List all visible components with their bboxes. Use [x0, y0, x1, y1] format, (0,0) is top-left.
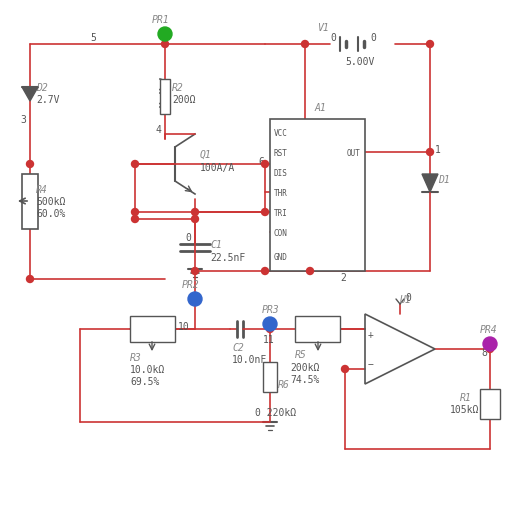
Text: R3: R3 — [130, 352, 142, 362]
Circle shape — [161, 41, 168, 48]
Text: C1: C1 — [210, 240, 222, 249]
Circle shape — [486, 346, 493, 353]
Text: 0 220kΩ: 0 220kΩ — [255, 407, 296, 417]
Circle shape — [192, 209, 199, 216]
Text: VCC: VCC — [274, 128, 288, 137]
Text: C2: C2 — [232, 343, 244, 352]
Text: 10.0nF: 10.0nF — [232, 354, 267, 364]
Circle shape — [27, 276, 33, 283]
Text: 6: 6 — [258, 157, 264, 166]
Text: 74.5%: 74.5% — [290, 374, 319, 384]
Text: 10: 10 — [178, 321, 190, 331]
Text: R4: R4 — [36, 185, 48, 194]
Text: 5: 5 — [90, 33, 96, 43]
Circle shape — [132, 216, 139, 223]
Text: R5: R5 — [295, 349, 307, 359]
Circle shape — [261, 209, 269, 216]
Text: CON: CON — [274, 228, 288, 237]
Text: 1: 1 — [435, 145, 441, 155]
Text: R2: R2 — [172, 83, 184, 93]
FancyBboxPatch shape — [22, 175, 38, 230]
Text: 0: 0 — [370, 33, 376, 43]
Circle shape — [192, 268, 199, 275]
Text: PR4: PR4 — [480, 324, 498, 334]
Text: v: v — [267, 320, 273, 329]
Circle shape — [426, 41, 433, 48]
Circle shape — [192, 216, 199, 223]
FancyBboxPatch shape — [160, 80, 170, 115]
Text: 0: 0 — [185, 233, 191, 242]
Text: 69.5%: 69.5% — [130, 376, 159, 386]
Text: 2.7V: 2.7V — [36, 95, 59, 105]
Text: V1: V1 — [317, 23, 329, 33]
Text: D1: D1 — [438, 175, 450, 185]
Text: DIS: DIS — [274, 168, 288, 177]
FancyBboxPatch shape — [130, 317, 175, 343]
Text: 10.0kΩ: 10.0kΩ — [130, 364, 165, 374]
Circle shape — [267, 326, 273, 333]
Text: v: v — [487, 340, 493, 349]
Text: THR: THR — [274, 188, 288, 197]
Circle shape — [27, 161, 33, 168]
FancyBboxPatch shape — [480, 389, 500, 419]
Circle shape — [132, 161, 139, 168]
Text: 100A/A: 100A/A — [200, 163, 235, 173]
Text: PR2: PR2 — [182, 279, 200, 290]
Circle shape — [263, 318, 277, 331]
Text: OUT: OUT — [347, 148, 361, 157]
Text: RST: RST — [274, 148, 288, 157]
Polygon shape — [22, 88, 38, 102]
Circle shape — [426, 149, 433, 156]
Circle shape — [188, 293, 202, 306]
Text: −: − — [368, 359, 374, 369]
Text: 500kΩ: 500kΩ — [36, 196, 65, 207]
Text: 22.5nF: 22.5nF — [210, 252, 245, 263]
Text: TRI: TRI — [274, 208, 288, 217]
Circle shape — [306, 268, 313, 275]
FancyBboxPatch shape — [270, 120, 365, 271]
Text: 5.00V: 5.00V — [345, 57, 374, 67]
FancyBboxPatch shape — [263, 362, 277, 392]
Text: GND: GND — [274, 253, 288, 262]
Text: 200kΩ: 200kΩ — [290, 362, 319, 372]
Text: 60.0%: 60.0% — [36, 209, 65, 218]
Circle shape — [302, 41, 309, 48]
Text: 0: 0 — [405, 293, 411, 302]
Polygon shape — [422, 175, 438, 192]
Text: A1: A1 — [314, 103, 326, 113]
Text: R1: R1 — [460, 392, 472, 402]
Text: 0: 0 — [330, 33, 336, 43]
Circle shape — [158, 28, 172, 42]
Text: 4: 4 — [155, 125, 161, 135]
Text: Q1: Q1 — [200, 150, 212, 160]
Text: PR1: PR1 — [152, 15, 169, 25]
Text: R6: R6 — [278, 379, 290, 389]
FancyBboxPatch shape — [295, 317, 340, 343]
Circle shape — [483, 337, 497, 351]
Text: 200Ω: 200Ω — [172, 95, 195, 105]
Text: U1: U1 — [400, 294, 412, 304]
Text: 3: 3 — [20, 115, 26, 125]
Text: v: v — [162, 31, 168, 39]
Circle shape — [341, 366, 348, 373]
Circle shape — [132, 209, 139, 216]
Text: D2: D2 — [36, 83, 48, 93]
Text: 8: 8 — [481, 347, 487, 357]
Circle shape — [261, 161, 269, 168]
Circle shape — [261, 268, 269, 275]
Text: +: + — [368, 329, 374, 340]
Text: 105kΩ: 105kΩ — [450, 404, 479, 414]
Text: PR3: PR3 — [262, 304, 280, 315]
Text: 2: 2 — [340, 272, 346, 282]
Text: v: v — [192, 295, 198, 304]
Text: 11: 11 — [263, 334, 275, 344]
